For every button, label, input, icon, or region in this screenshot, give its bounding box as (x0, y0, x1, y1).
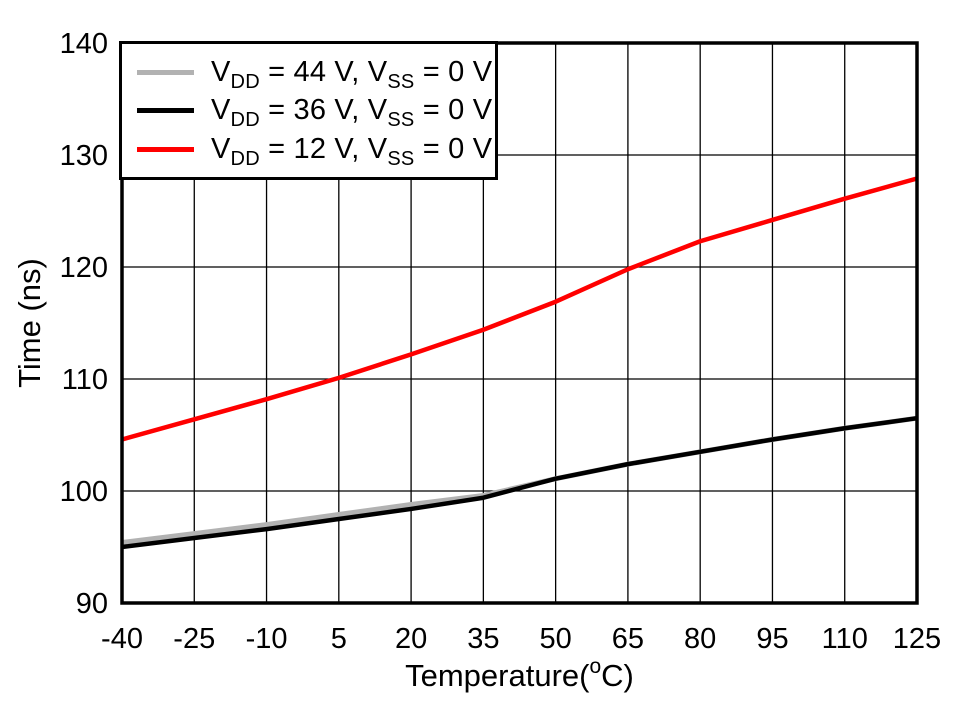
legend-item-2: VDD = 12 V, VSS = 0 V (137, 132, 495, 170)
x-tick-label: 125 (893, 623, 941, 655)
legend-item-0: VDD = 44 V, VSS = 0 V (137, 55, 495, 93)
x-tick-label: -25 (173, 623, 215, 655)
legend: VDD = 44 V, VSS = 0 V VDD = 36 V, VSS = 0… (119, 41, 498, 180)
legend-swatch (137, 108, 194, 113)
y-tick-label: 90 (76, 588, 108, 620)
plot-frame (120, 41, 919, 605)
x-tick-label: 5 (331, 623, 347, 655)
x-tick-label: 95 (756, 623, 788, 655)
x-tick-label: 50 (540, 623, 572, 655)
y-axis-title: Time (ns) (12, 258, 47, 388)
legend-swatch (137, 69, 194, 75)
legend-label: VDD = 36 V, VSS = 0 V (211, 94, 493, 131)
x-tick-label: 110 (822, 623, 868, 655)
x-tick-label: 20 (395, 623, 427, 655)
x-tick-label: 65 (612, 623, 644, 655)
y-tick-label: 110 (62, 364, 108, 396)
x-tick-label: -10 (246, 623, 288, 655)
legend-item-1: VDD = 36 V, VSS = 0 V (137, 94, 495, 131)
x-tick-label: 35 (467, 623, 499, 655)
legend-swatch (137, 146, 194, 152)
y-tick-label: 120 (60, 252, 108, 284)
gridlines (122, 43, 917, 603)
y-tick-label: 130 (60, 140, 108, 172)
y-tick-label: 140 (60, 28, 108, 60)
series-line-2 (121, 176, 918, 442)
y-tick-label: 100 (60, 476, 108, 508)
series-line-1 (121, 415, 918, 550)
x-axis-title: Temperature(oC) (405, 655, 634, 693)
legend-label: VDD = 44 V, VSS = 0 V (211, 55, 493, 93)
x-tick-label: 80 (684, 623, 716, 655)
legend-label: VDD = 12 V, VSS = 0 V (211, 132, 493, 170)
x-tick-label: -40 (101, 623, 143, 655)
